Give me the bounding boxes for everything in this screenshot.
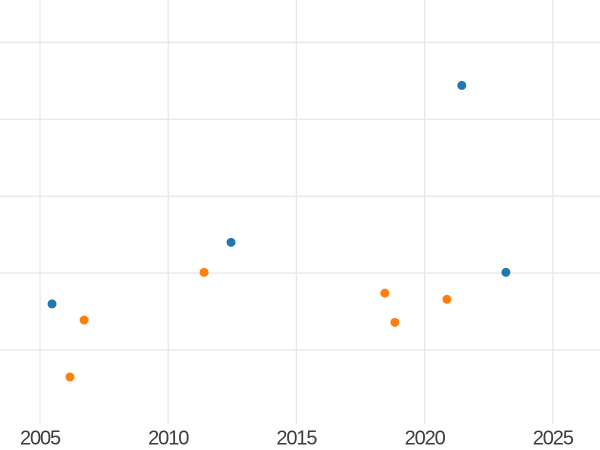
x-tick-label: 2010 bbox=[148, 428, 189, 450]
blue-series-point bbox=[226, 237, 236, 247]
blue-series-point bbox=[457, 80, 467, 90]
orange-series-point bbox=[442, 294, 452, 304]
blue-series-point bbox=[501, 267, 511, 277]
x-axis-tick-labels: 2005 2010 2015 2020 2025 bbox=[20, 428, 575, 450]
x-tick-label: 2025 bbox=[533, 428, 574, 450]
orange-series-point bbox=[380, 288, 390, 298]
x-tick-label: 2020 bbox=[405, 428, 446, 450]
blue-series-point bbox=[47, 299, 57, 309]
horizontal-gridlines bbox=[0, 41, 600, 351]
data-points bbox=[47, 80, 511, 382]
x-tick-label: 2005 bbox=[20, 428, 61, 450]
x-tick-label: 2015 bbox=[276, 428, 317, 450]
orange-series-point bbox=[79, 315, 89, 325]
vertical-gridlines bbox=[39, 0, 554, 424]
orange-series-point bbox=[199, 267, 209, 277]
orange-series-point bbox=[65, 372, 75, 382]
orange-series-point bbox=[390, 317, 400, 327]
